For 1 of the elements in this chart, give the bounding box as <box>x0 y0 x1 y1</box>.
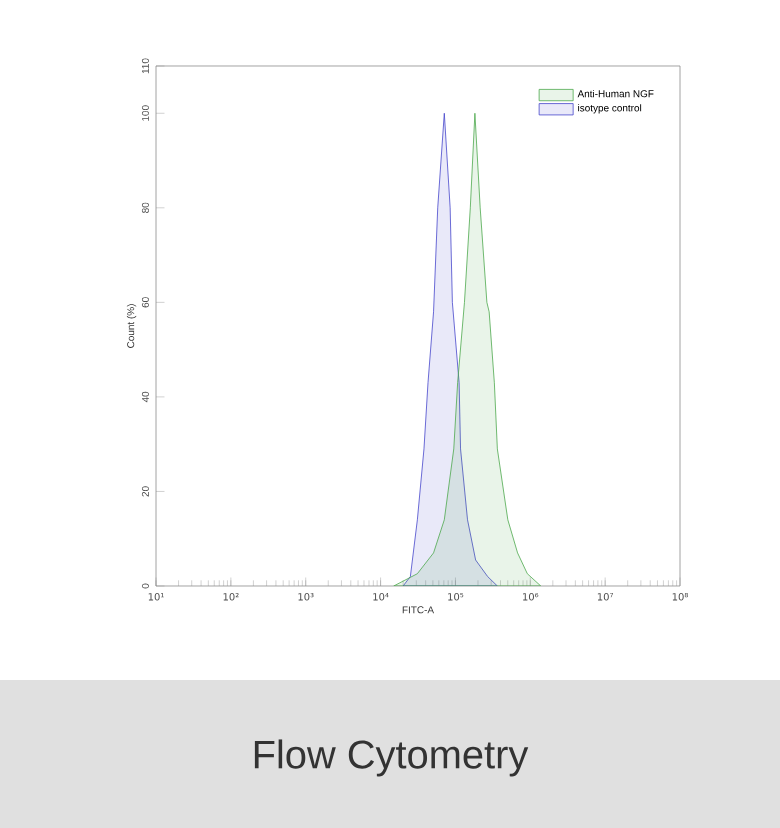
text: Flow Cytometry <box>254 739 529 777</box>
